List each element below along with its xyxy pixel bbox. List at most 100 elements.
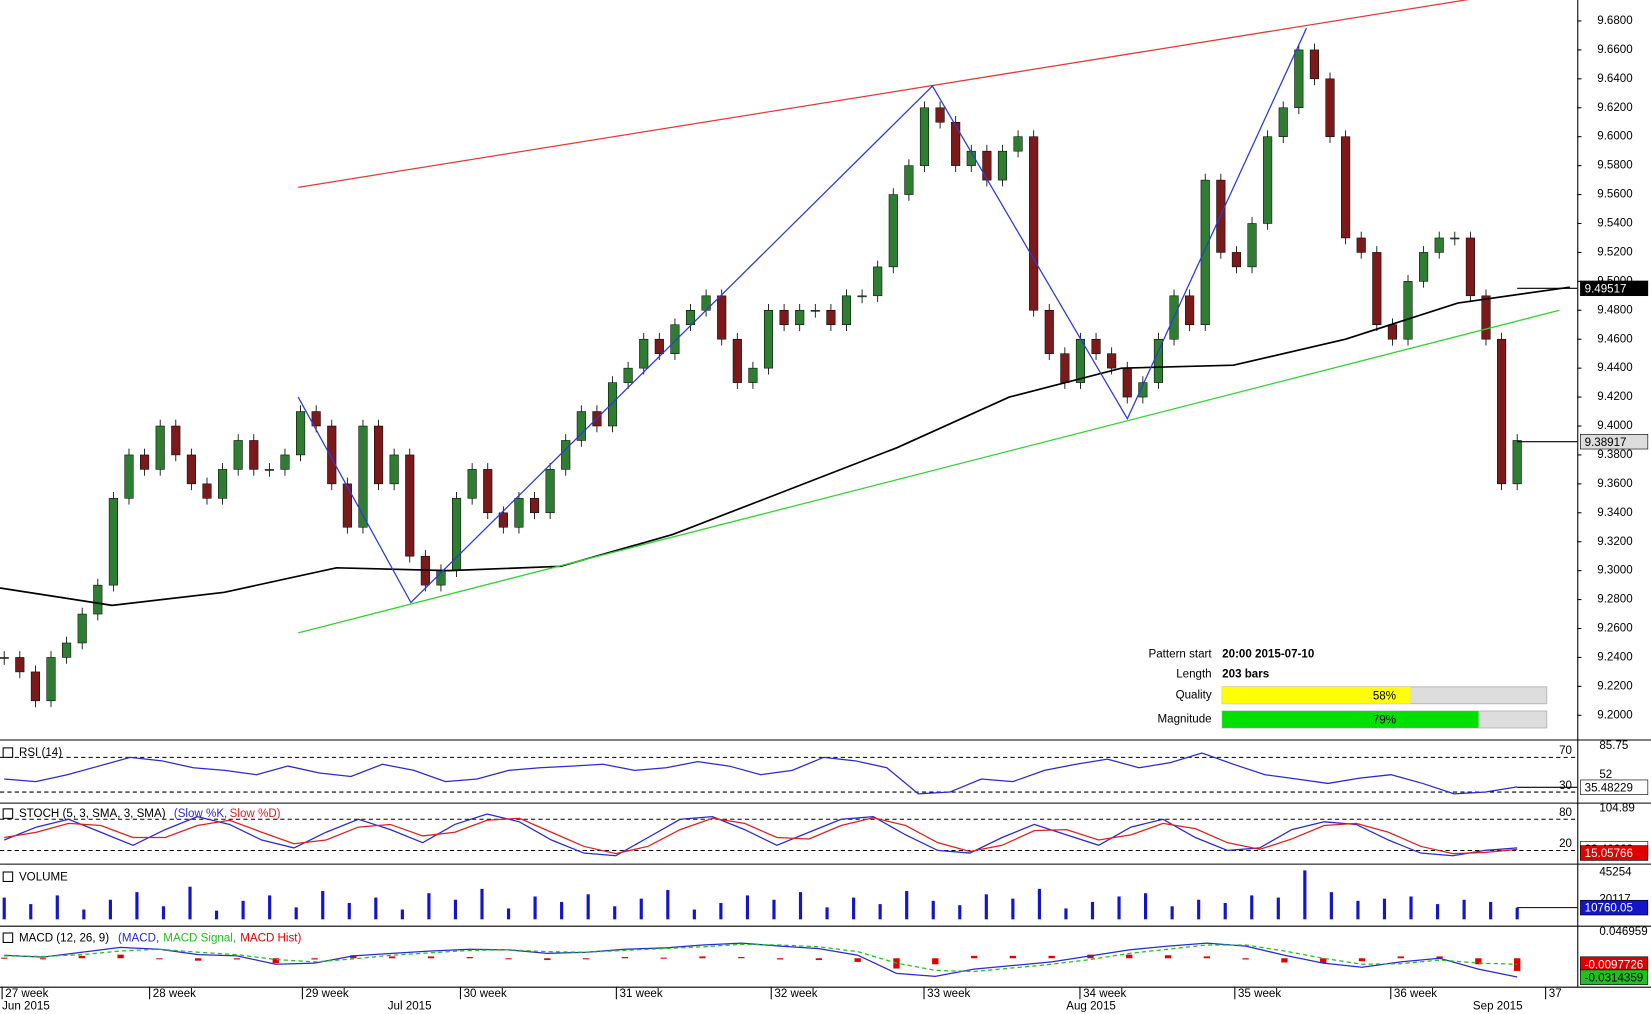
macd-hist xyxy=(621,957,629,959)
level-label: 80 xyxy=(1559,807,1572,819)
volume-bar xyxy=(586,894,590,920)
macd-hist xyxy=(1203,956,1210,959)
rsi-current-box xyxy=(1580,779,1649,795)
y-tick-label: 104.89 xyxy=(1599,802,1634,814)
candle-body xyxy=(639,338,649,369)
volume-bar xyxy=(1382,898,1387,920)
candle-body xyxy=(311,411,321,427)
candle-body xyxy=(218,469,228,499)
legend-macd: (MACD, xyxy=(118,932,159,944)
macd-hist xyxy=(117,954,124,959)
meter-label: 79% xyxy=(1373,715,1396,727)
volume-bar xyxy=(1462,899,1466,920)
volume-bar xyxy=(135,892,139,920)
candle-body xyxy=(904,165,914,195)
candle-body xyxy=(1185,295,1195,326)
macd-hist xyxy=(1514,958,1521,971)
candle-body xyxy=(1309,49,1319,80)
volume-bar xyxy=(1356,900,1360,920)
support-line xyxy=(298,309,1560,634)
resistance-line xyxy=(298,0,1470,188)
candle-body xyxy=(0,657,9,659)
candle-body xyxy=(1434,237,1444,253)
candle-body xyxy=(623,367,633,383)
meter-bar xyxy=(1222,711,1479,728)
volume-bar xyxy=(1409,896,1413,920)
y-tick-label: 9.3400 xyxy=(1597,507,1632,519)
candle-body xyxy=(1075,338,1086,383)
volume-bar xyxy=(1515,907,1519,920)
candle-body xyxy=(1372,252,1382,326)
candle-body xyxy=(982,150,992,181)
candle-body xyxy=(763,310,774,369)
volume-bar xyxy=(347,903,351,920)
panel-borders xyxy=(0,0,1651,988)
y-tick-label: 9.5200 xyxy=(1597,246,1632,258)
candle-body xyxy=(1356,237,1366,253)
macd-hist xyxy=(272,958,279,964)
candle-body xyxy=(1465,237,1475,297)
volume-bar xyxy=(1435,904,1440,920)
macd-hist xyxy=(1048,955,1055,959)
macd-hist xyxy=(1009,955,1017,959)
macd-hist xyxy=(1,957,8,959)
close-icon xyxy=(2,808,14,819)
candle-body xyxy=(1294,49,1304,109)
volume-bar xyxy=(613,906,617,920)
volume-bar xyxy=(374,897,378,920)
volume-bar xyxy=(161,906,166,920)
y-tick-label: 9.4600 xyxy=(1597,333,1632,345)
candle-body xyxy=(1138,382,1148,398)
volume-bar xyxy=(188,886,192,920)
volume-bar xyxy=(268,895,272,920)
candle-body xyxy=(1231,252,1241,268)
y-tick-label: 9.3600 xyxy=(1597,478,1632,490)
y-tick-label: 85.75 xyxy=(1599,740,1628,752)
candle-body xyxy=(654,338,664,354)
macd-hist xyxy=(311,958,318,960)
week-label: 35 week xyxy=(1238,988,1281,1000)
candle-body xyxy=(280,454,290,470)
macd-hist xyxy=(1164,955,1172,959)
price-value-label: 9.38917 xyxy=(1585,437,1627,449)
volume-bar xyxy=(1223,903,1227,920)
candle-body xyxy=(888,194,898,268)
candle-body xyxy=(15,657,25,673)
y-tick-label: 9.4800 xyxy=(1597,304,1632,316)
macd-hist xyxy=(1397,956,1404,959)
candle-body xyxy=(841,295,852,326)
macd-hist xyxy=(738,957,745,959)
close-icon xyxy=(2,932,14,943)
close-icon xyxy=(2,747,14,758)
y-tick-label: 45254 xyxy=(1599,866,1632,878)
volume-bar xyxy=(55,895,59,920)
volume-bar xyxy=(1011,898,1015,920)
legend-signal: MACD Signal, xyxy=(163,932,236,944)
macd-hist xyxy=(699,956,706,959)
macd-hist xyxy=(1126,954,1133,959)
volume-bar xyxy=(798,892,803,920)
candle-body xyxy=(810,310,820,312)
volume-bar xyxy=(878,904,882,920)
candle-body xyxy=(1122,367,1132,398)
volume-bar xyxy=(1037,888,1041,920)
candle-body xyxy=(1403,281,1413,340)
month-label: Aug 2015 xyxy=(1066,1001,1116,1013)
macd-hist xyxy=(1320,958,1327,964)
y-tick-label: 9.6000 xyxy=(1597,131,1632,143)
volume-bar xyxy=(666,889,670,920)
volume-bar xyxy=(480,888,484,920)
volume-bar xyxy=(692,909,696,920)
candle-body xyxy=(77,613,87,644)
volume-bar xyxy=(241,900,245,920)
candle-body xyxy=(795,310,805,326)
volume-bar xyxy=(82,909,86,920)
macd-hist xyxy=(195,958,202,961)
candle-body xyxy=(1325,78,1335,137)
moving-average xyxy=(0,286,1570,607)
pattern-value: 203 bars xyxy=(1222,668,1269,680)
macd-hist xyxy=(233,958,241,960)
panel-title: STOCH (5, 3, SMA, 3, SMA) xyxy=(19,808,166,820)
week-label: 36 week xyxy=(1394,988,1437,1000)
